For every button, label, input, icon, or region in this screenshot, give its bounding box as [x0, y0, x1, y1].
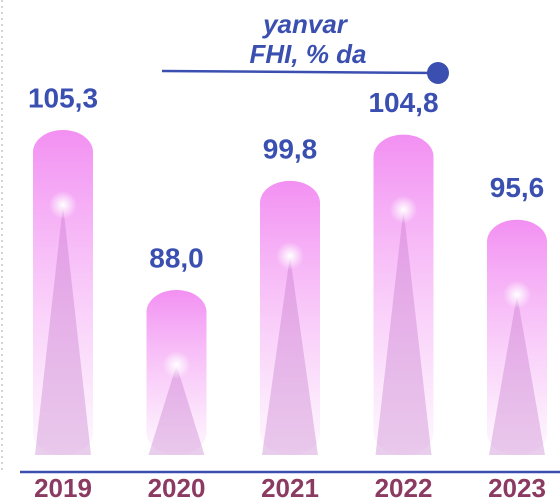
bar-glow — [276, 241, 304, 270]
bar — [373, 134, 434, 456]
bar-glow — [49, 191, 77, 219]
bar-highlight — [148, 365, 205, 455]
bar-glow — [162, 351, 191, 379]
title-rule — [161, 69, 439, 75]
bar-glow — [503, 280, 531, 309]
bar-highlight — [375, 209, 432, 455]
bar — [33, 130, 93, 455]
value-label: 99,8 — [263, 133, 318, 164]
bar-highlight — [489, 294, 545, 455]
x-tick-label: 2019 — [34, 473, 92, 501]
value-label: 104,8 — [368, 87, 438, 118]
value-label: 95,6 — [490, 172, 545, 203]
x-tick-label: 2023 — [488, 473, 546, 501]
x-tick-label: 2022 — [375, 473, 433, 501]
title-dot — [427, 62, 449, 84]
bar — [487, 219, 547, 455]
bar-glow — [389, 195, 418, 224]
x-tick-label: 2020 — [148, 473, 206, 501]
value-label: 105,3 — [28, 82, 98, 113]
x-tick-label: 2021 — [261, 473, 319, 501]
chart-subtitle: FHI, % da — [249, 39, 366, 69]
value-label: 88,0 — [149, 242, 204, 273]
bar-highlight — [262, 255, 318, 455]
chart-title: yanvar — [261, 9, 349, 39]
bar-highlight — [35, 205, 91, 455]
bar — [260, 180, 320, 455]
